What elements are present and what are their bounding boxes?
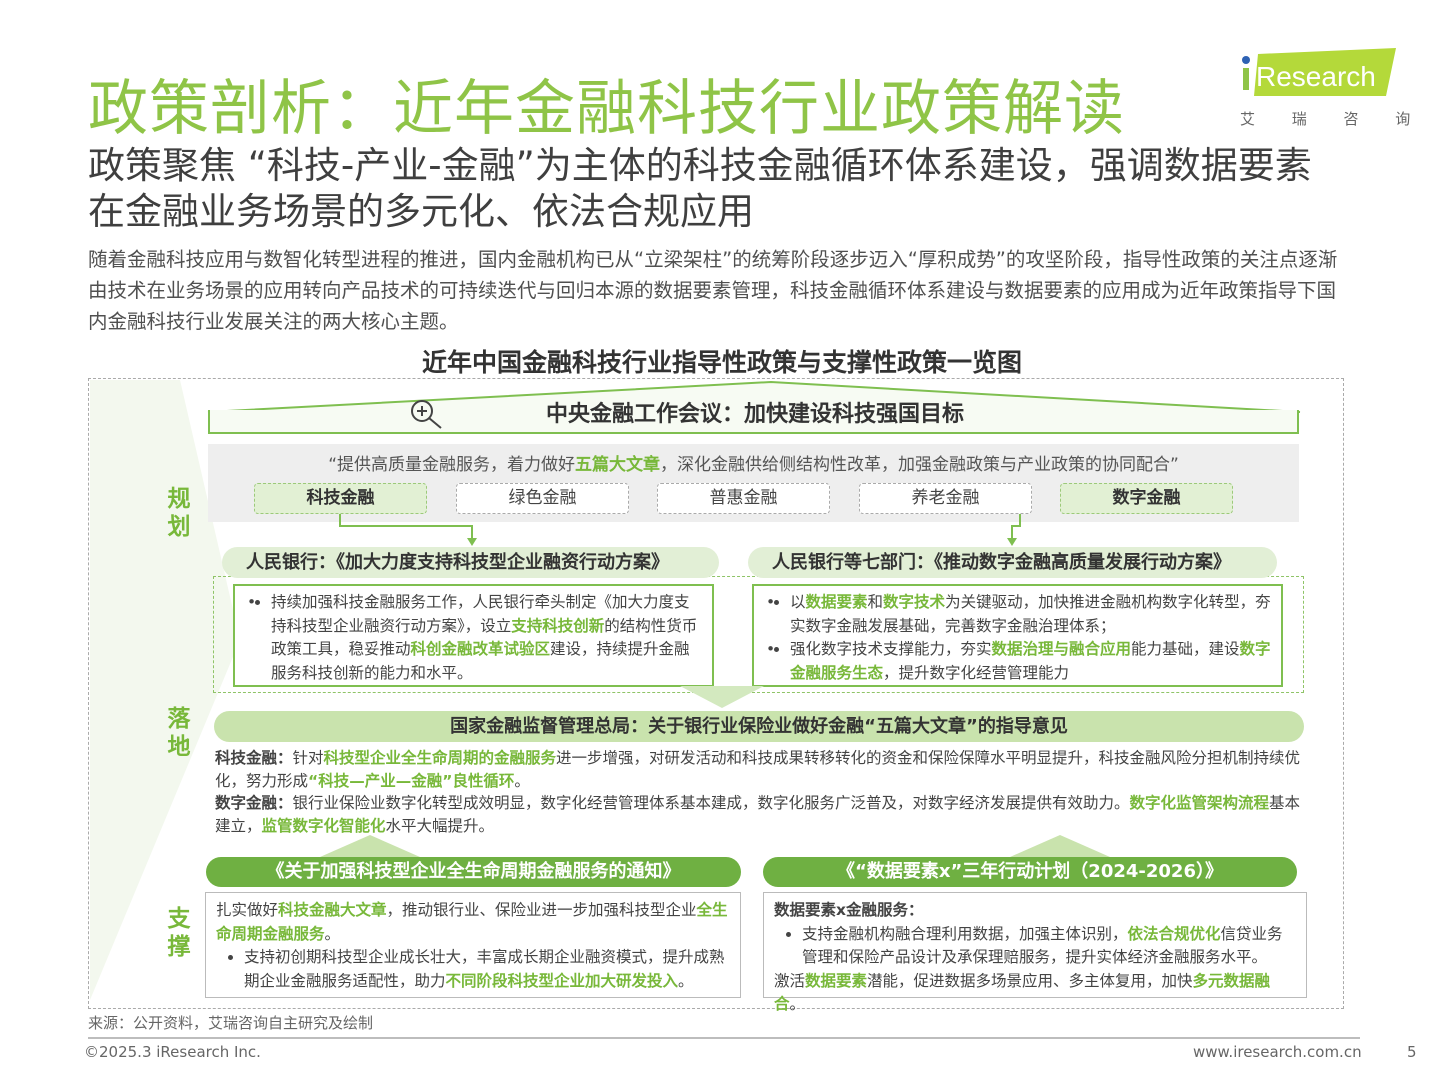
- text-segment: 。: [678, 971, 694, 990]
- roof-title: 中央金融工作会议：加快建设科技强国目标: [545, 402, 964, 427]
- text-segment: 数字金融：: [215, 794, 293, 812]
- highlight-text: 数据要素: [805, 593, 868, 611]
- support-right-box: 数据要素x金融服务： 支持金融机构融合理利用数据，加强主体识别，依法合规优化信贷…: [763, 892, 1307, 1013]
- text-segment: 。: [789, 995, 806, 1013]
- support-right-list: 支持金融机构融合理利用数据，加强主体识别，依法合规优化信贷业务管理和保险产品设计…: [774, 923, 1296, 970]
- pill-4: 养老金融: [859, 483, 1032, 514]
- highlight-text: 科技型企业全生命周期的金融服务: [323, 749, 557, 767]
- page-title: 政策剖析：近年金融科技行业政策解读: [88, 74, 1125, 144]
- text-segment: 持续加强科技金融服务工作，人民银行牵头制定《加大力度支持科技型企业融资行动方案》…: [271, 593, 690, 635]
- text-segment: 。: [324, 924, 341, 943]
- bullet-item: 以数据要素和数字技术为关键驱动，加快推进金融机构数字化转型，夯实数字金融发展基础…: [766, 591, 1273, 638]
- text-segment: 建设，持续提升金融服务科技创新的能力和水平。: [271, 640, 690, 682]
- highlight-text: 科创金融改革试验区: [410, 640, 551, 658]
- highlight-text: “科技—产业—金融”良性循环: [308, 772, 515, 790]
- roof-box: [208, 410, 1299, 434]
- chart-title: 近年中国金融科技行业指导性政策与支撑性政策一览图: [421, 348, 1022, 377]
- text-segment: 能力基础，建设: [1131, 640, 1240, 658]
- section-label-plan: 规划: [167, 486, 191, 540]
- text-segment: 数据要素x金融服务：: [774, 901, 924, 919]
- text-segment: 扎实做好: [216, 901, 279, 919]
- text-segment: ，深化金融供给侧结构性改革，加强金融政策与产业政策的协同配合”: [660, 455, 1179, 475]
- bullet-item: 支持金融机构融合理利用数据，加强主体识别，依法合规优化信贷业务管理和保险产品设计…: [802, 923, 1296, 970]
- right-policy-box: 以数据要素和数字技术为关键驱动，加快推进金融机构数字化转型，夯实数字金融发展基础…: [752, 584, 1283, 687]
- support-right-tail: 激活数据要素潜能，促进数据多场景应用、多主体复用，加快多元数据融合。: [774, 970, 1296, 1017]
- support-right-banner: 《“数据要素x”三年行动计划（2024-2026）》: [763, 857, 1297, 887]
- copyright: ©2025.3 iResearch Inc.: [84, 1043, 261, 1061]
- footer-divider: [88, 1037, 1360, 1039]
- highlight-text: 数字化监管架构流程: [1129, 794, 1270, 812]
- highlight-text: 科技金融大文章: [278, 901, 387, 919]
- magnifier-icon: [411, 400, 442, 429]
- source-note: 来源：公开资料，艾瑞咨询自主研究及绘制: [88, 1014, 374, 1032]
- text-segment: “提供高质量金融服务，着力做好: [328, 455, 575, 475]
- highlight-text: 全生命周期金融服务: [216, 901, 728, 943]
- text-segment: 针对: [292, 749, 324, 767]
- support-left-lead: 扎实做好科技金融大文章，推动银行业、保险业进一步加强科技型企业全生命周期金融服务…: [216, 899, 730, 946]
- text-segment: 信贷业务管理和保险产品设计及承保理赔服务，提升实体经济金融服务水平。: [802, 924, 1283, 967]
- pill-3: 普惠金融: [657, 483, 830, 514]
- highlight-text: 数据治理与融合应用: [991, 640, 1132, 658]
- left-policy-head: 人民银行：《加大力度支持科技型企业融资行动方案》: [222, 547, 719, 578]
- text-segment: 的结构性货币政策工具，稳妥推动: [271, 616, 698, 659]
- highlight-text: 支持科技创新: [511, 616, 605, 635]
- text-segment: 为关键驱动，加快推进金融机构数字化转型，夯实数字金融发展基础，完善数字金融治理体…: [790, 593, 1271, 635]
- highlight-text: 依法合规优化: [1127, 924, 1221, 943]
- highlight-text: 不同阶段科技型企业加大研发投入: [445, 971, 679, 990]
- logo-cn: 艾 瑞 咨 询: [1240, 110, 1427, 128]
- support-left-banner: 《关于加强科技型企业全生命周期金融服务的通知》: [206, 857, 741, 887]
- left-policy-box: 持续加强科技金融服务工作，人民银行牵头制定《加大力度支持科技型企业融资行动方案》…: [233, 584, 714, 687]
- page-subtitle: 政策聚焦 “科技-产业-金融”为主体的科技金融循环体系建设，强调数据要素在金融业…: [88, 144, 1312, 233]
- quote-text: “提供高质量金融服务，着力做好五篇大文章，深化金融供给侧结构性改革，加强金融政策…: [208, 450, 1299, 475]
- text-segment: 进一步增强，对研发活动和科技成果转移转化的资金和保险保障水平明显提升，科技金融风…: [215, 749, 1301, 790]
- bullet-item: 强化数字技术支撑能力，夯实数据治理与融合应用能力基础，建设数字金融服务生态，提升…: [766, 638, 1273, 685]
- bullet-item: 持续加强科技金融服务工作，人民银行牵头制定《加大力度支持科技型企业融资行动方案》…: [247, 591, 704, 685]
- page-number: 5: [1407, 1043, 1417, 1061]
- highlight-text: 监管数字化智能化: [261, 817, 386, 835]
- bullet-item: 支持初创期科技型企业成长壮大，丰富成长期企业融资模式，提升成熟期企业金融服务适配…: [244, 946, 730, 993]
- pill-5: 数字金融: [1060, 483, 1233, 514]
- text-segment: 强化数字技术支撑能力，夯实: [790, 640, 992, 658]
- section-label-support: 支撑: [167, 906, 191, 960]
- text-segment: 支持金融机构融合理利用数据，加强主体识别，: [802, 924, 1128, 943]
- support-left-box: 扎实做好科技金融大文章，推动银行业、保险业进一步加强科技型企业全生命周期金融服务…: [205, 892, 741, 998]
- text-segment: 支持初创期科技型企业成长壮大，丰富成长期企业融资模式，提升成熟期企业金融服务适配…: [244, 948, 725, 990]
- nfra-digital-finance: 数字金融：银行业保险业数字化转型成效明显，数字化经营管理体系基本建成，数字化服务…: [215, 792, 1305, 838]
- highlight-text: 五篇大文章: [575, 455, 660, 475]
- connector-arrows: [339, 514, 1021, 546]
- section-label-landing: 落地: [167, 706, 191, 760]
- highlight-text: 数字金融服务生态: [790, 640, 1271, 682]
- text-segment: 潜能，促进数据多场景应用、多主体复用，加快: [867, 971, 1193, 990]
- support-left-list: 支持初创期科技型企业成长壮大，丰富成长期企业融资模式，提升成熟期企业金融服务适配…: [216, 946, 730, 993]
- right-policy-head: 人民银行等七部门：《推动数字金融高质量发展行动方案》: [748, 547, 1277, 578]
- highlight-text: 数字技术: [883, 593, 946, 611]
- support-right-lead: 数据要素x金融服务：: [774, 899, 1296, 923]
- highlight-text: 多元数据融合: [774, 971, 1271, 1014]
- pill-2: 绿色金融: [456, 483, 629, 514]
- text-segment: 。: [514, 772, 530, 790]
- nfra-banner: 国家金融监督管理总局：关于银行业保险业做好金融“五篇大文章”的指导意见: [214, 711, 1304, 742]
- chevron-down-icon: [680, 686, 764, 708]
- text-segment: 和: [867, 593, 884, 611]
- intro-paragraph: 随着金融科技应用与数智化转型进程的推进，国内金融机构已从“立梁架柱”的统筹阶段逐…: [88, 248, 1338, 333]
- pill-1: 科技金融: [254, 483, 427, 514]
- text-segment: 激活: [774, 971, 806, 990]
- triangle-up-left: [320, 835, 420, 857]
- text-segment: 基本建立，: [215, 794, 1301, 835]
- text-segment: ，推动银行业、保险业进一步加强科技型企业: [386, 901, 697, 919]
- highlight-text: 数据要素: [805, 971, 868, 990]
- text-segment: ，提升数字化经营管理能力: [883, 663, 1070, 682]
- diagram-frame: [88, 378, 1344, 1009]
- text-segment: 科技金融：: [215, 749, 293, 767]
- text-segment: 水平大幅提升。: [385, 817, 495, 835]
- text-segment: 以: [790, 593, 806, 611]
- triangle-up-right: [1010, 835, 1110, 857]
- svg-text:Research: Research: [1256, 61, 1376, 92]
- background-decoration: [90, 380, 240, 1000]
- text-segment: 银行业保险业数字化转型成效明显，数字化经营管理体系基本建成，数字化服务广泛普及，…: [292, 794, 1130, 812]
- footer-url[interactable]: www.iresearch.com.cn: [1193, 1043, 1362, 1061]
- nfra-tech-finance: 科技金融：针对科技型企业全生命周期的金融服务进一步增强，对研发活动和科技成果转移…: [215, 747, 1305, 793]
- iresearch-logo: Research 艾 瑞 咨 询: [1240, 48, 1426, 129]
